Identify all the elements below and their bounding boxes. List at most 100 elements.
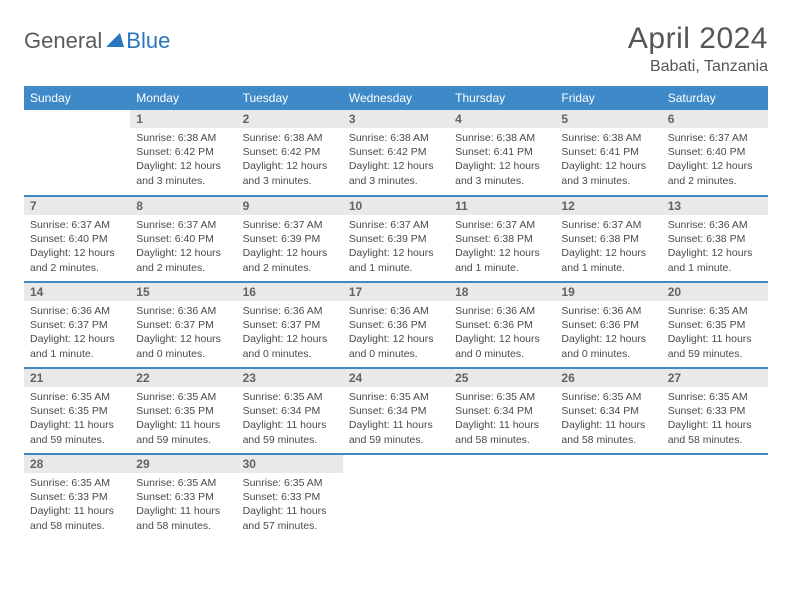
daylight-text: Daylight: 11 hours and 59 minutes. bbox=[243, 418, 337, 446]
day-content: Sunrise: 6:36 AMSunset: 6:37 PMDaylight:… bbox=[130, 301, 236, 365]
daylight-text: Daylight: 11 hours and 58 minutes. bbox=[561, 418, 655, 446]
calendar-row: 21Sunrise: 6:35 AMSunset: 6:35 PMDayligh… bbox=[24, 368, 768, 454]
day-content: Sunrise: 6:35 AMSunset: 6:34 PMDaylight:… bbox=[449, 387, 555, 451]
day-content: Sunrise: 6:37 AMSunset: 6:38 PMDaylight:… bbox=[555, 215, 661, 279]
sunset-text: Sunset: 6:36 PM bbox=[455, 318, 549, 332]
day-number: 27 bbox=[662, 369, 768, 387]
calendar-cell: 2Sunrise: 6:38 AMSunset: 6:42 PMDaylight… bbox=[237, 110, 343, 196]
calendar-body: 1Sunrise: 6:38 AMSunset: 6:42 PMDaylight… bbox=[24, 110, 768, 540]
sunrise-text: Sunrise: 6:38 AM bbox=[561, 131, 655, 145]
day-content: Sunrise: 6:38 AMSunset: 6:42 PMDaylight:… bbox=[130, 128, 236, 192]
day-number: 9 bbox=[237, 197, 343, 215]
day-content: Sunrise: 6:35 AMSunset: 6:34 PMDaylight:… bbox=[555, 387, 661, 451]
daylight-text: Daylight: 12 hours and 2 minutes. bbox=[136, 246, 230, 274]
day-number: 16 bbox=[237, 283, 343, 301]
day-number: 20 bbox=[662, 283, 768, 301]
day-number: 28 bbox=[24, 455, 130, 473]
day-number: 30 bbox=[237, 455, 343, 473]
sunset-text: Sunset: 6:41 PM bbox=[561, 145, 655, 159]
day-number: 14 bbox=[24, 283, 130, 301]
day-number: 22 bbox=[130, 369, 236, 387]
sunset-text: Sunset: 6:35 PM bbox=[136, 404, 230, 418]
daylight-text: Daylight: 12 hours and 1 minute. bbox=[349, 246, 443, 274]
sunrise-text: Sunrise: 6:36 AM bbox=[243, 304, 337, 318]
sunset-text: Sunset: 6:33 PM bbox=[30, 490, 124, 504]
sunrise-text: Sunrise: 6:38 AM bbox=[455, 131, 549, 145]
sunset-text: Sunset: 6:39 PM bbox=[243, 232, 337, 246]
day-content: Sunrise: 6:38 AMSunset: 6:42 PMDaylight:… bbox=[237, 128, 343, 192]
sunset-text: Sunset: 6:34 PM bbox=[561, 404, 655, 418]
daylight-text: Daylight: 12 hours and 0 minutes. bbox=[136, 332, 230, 360]
calendar-cell bbox=[343, 454, 449, 540]
sunrise-text: Sunrise: 6:38 AM bbox=[349, 131, 443, 145]
day-number: 13 bbox=[662, 197, 768, 215]
sunset-text: Sunset: 6:39 PM bbox=[349, 232, 443, 246]
calendar-cell bbox=[662, 454, 768, 540]
sunrise-text: Sunrise: 6:35 AM bbox=[455, 390, 549, 404]
calendar-cell: 30Sunrise: 6:35 AMSunset: 6:33 PMDayligh… bbox=[237, 454, 343, 540]
calendar-cell: 23Sunrise: 6:35 AMSunset: 6:34 PMDayligh… bbox=[237, 368, 343, 454]
weekday-header: Sunday bbox=[24, 86, 130, 110]
calendar-cell: 12Sunrise: 6:37 AMSunset: 6:38 PMDayligh… bbox=[555, 196, 661, 282]
sunrise-text: Sunrise: 6:35 AM bbox=[349, 390, 443, 404]
weekday-header: Wednesday bbox=[343, 86, 449, 110]
daylight-text: Daylight: 12 hours and 0 minutes. bbox=[243, 332, 337, 360]
sunrise-text: Sunrise: 6:37 AM bbox=[668, 131, 762, 145]
calendar-cell: 6Sunrise: 6:37 AMSunset: 6:40 PMDaylight… bbox=[662, 110, 768, 196]
sunrise-text: Sunrise: 6:38 AM bbox=[136, 131, 230, 145]
sunrise-text: Sunrise: 6:36 AM bbox=[561, 304, 655, 318]
sunrise-text: Sunrise: 6:35 AM bbox=[561, 390, 655, 404]
sunrise-text: Sunrise: 6:37 AM bbox=[243, 218, 337, 232]
day-content: Sunrise: 6:37 AMSunset: 6:39 PMDaylight:… bbox=[237, 215, 343, 279]
daylight-text: Daylight: 11 hours and 58 minutes. bbox=[30, 504, 124, 532]
day-number: 17 bbox=[343, 283, 449, 301]
day-number: 1 bbox=[130, 110, 236, 128]
calendar-cell: 29Sunrise: 6:35 AMSunset: 6:33 PMDayligh… bbox=[130, 454, 236, 540]
daylight-text: Daylight: 11 hours and 59 minutes. bbox=[136, 418, 230, 446]
sunset-text: Sunset: 6:35 PM bbox=[30, 404, 124, 418]
location-label: Babati, Tanzania bbox=[628, 58, 768, 76]
day-number: 24 bbox=[343, 369, 449, 387]
calendar-cell: 18Sunrise: 6:36 AMSunset: 6:36 PMDayligh… bbox=[449, 282, 555, 368]
day-number: 5 bbox=[555, 110, 661, 128]
sunrise-text: Sunrise: 6:37 AM bbox=[136, 218, 230, 232]
day-number: 8 bbox=[130, 197, 236, 215]
day-number: 25 bbox=[449, 369, 555, 387]
calendar-row: 1Sunrise: 6:38 AMSunset: 6:42 PMDaylight… bbox=[24, 110, 768, 196]
sunrise-text: Sunrise: 6:36 AM bbox=[349, 304, 443, 318]
day-number: 7 bbox=[24, 197, 130, 215]
daylight-text: Daylight: 12 hours and 3 minutes. bbox=[136, 159, 230, 187]
day-content: Sunrise: 6:36 AMSunset: 6:37 PMDaylight:… bbox=[24, 301, 130, 365]
day-number: 12 bbox=[555, 197, 661, 215]
calendar-cell: 22Sunrise: 6:35 AMSunset: 6:35 PMDayligh… bbox=[130, 368, 236, 454]
calendar-row: 14Sunrise: 6:36 AMSunset: 6:37 PMDayligh… bbox=[24, 282, 768, 368]
sunset-text: Sunset: 6:41 PM bbox=[455, 145, 549, 159]
daylight-text: Daylight: 11 hours and 59 minutes. bbox=[30, 418, 124, 446]
day-content: Sunrise: 6:36 AMSunset: 6:36 PMDaylight:… bbox=[555, 301, 661, 365]
sunset-text: Sunset: 6:34 PM bbox=[349, 404, 443, 418]
calendar-cell: 16Sunrise: 6:36 AMSunset: 6:37 PMDayligh… bbox=[237, 282, 343, 368]
daylight-text: Daylight: 11 hours and 58 minutes. bbox=[455, 418, 549, 446]
calendar-cell: 11Sunrise: 6:37 AMSunset: 6:38 PMDayligh… bbox=[449, 196, 555, 282]
daylight-text: Daylight: 12 hours and 3 minutes. bbox=[243, 159, 337, 187]
day-number: 21 bbox=[24, 369, 130, 387]
calendar-cell bbox=[449, 454, 555, 540]
day-number: 29 bbox=[130, 455, 236, 473]
calendar-cell: 19Sunrise: 6:36 AMSunset: 6:36 PMDayligh… bbox=[555, 282, 661, 368]
sunset-text: Sunset: 6:42 PM bbox=[243, 145, 337, 159]
sunrise-text: Sunrise: 6:37 AM bbox=[561, 218, 655, 232]
day-number: 26 bbox=[555, 369, 661, 387]
sunrise-text: Sunrise: 6:36 AM bbox=[136, 304, 230, 318]
title-block: April 2024 Babati, Tanzania bbox=[628, 22, 768, 76]
sunset-text: Sunset: 6:40 PM bbox=[668, 145, 762, 159]
calendar-table: SundayMondayTuesdayWednesdayThursdayFrid… bbox=[24, 86, 768, 540]
daylight-text: Daylight: 11 hours and 58 minutes. bbox=[136, 504, 230, 532]
sunrise-text: Sunrise: 6:35 AM bbox=[136, 476, 230, 490]
calendar-cell: 10Sunrise: 6:37 AMSunset: 6:39 PMDayligh… bbox=[343, 196, 449, 282]
day-content: Sunrise: 6:35 AMSunset: 6:33 PMDaylight:… bbox=[237, 473, 343, 537]
day-content: Sunrise: 6:37 AMSunset: 6:39 PMDaylight:… bbox=[343, 215, 449, 279]
sunset-text: Sunset: 6:38 PM bbox=[561, 232, 655, 246]
sunset-text: Sunset: 6:37 PM bbox=[136, 318, 230, 332]
day-content: Sunrise: 6:38 AMSunset: 6:42 PMDaylight:… bbox=[343, 128, 449, 192]
calendar-row: 28Sunrise: 6:35 AMSunset: 6:33 PMDayligh… bbox=[24, 454, 768, 540]
